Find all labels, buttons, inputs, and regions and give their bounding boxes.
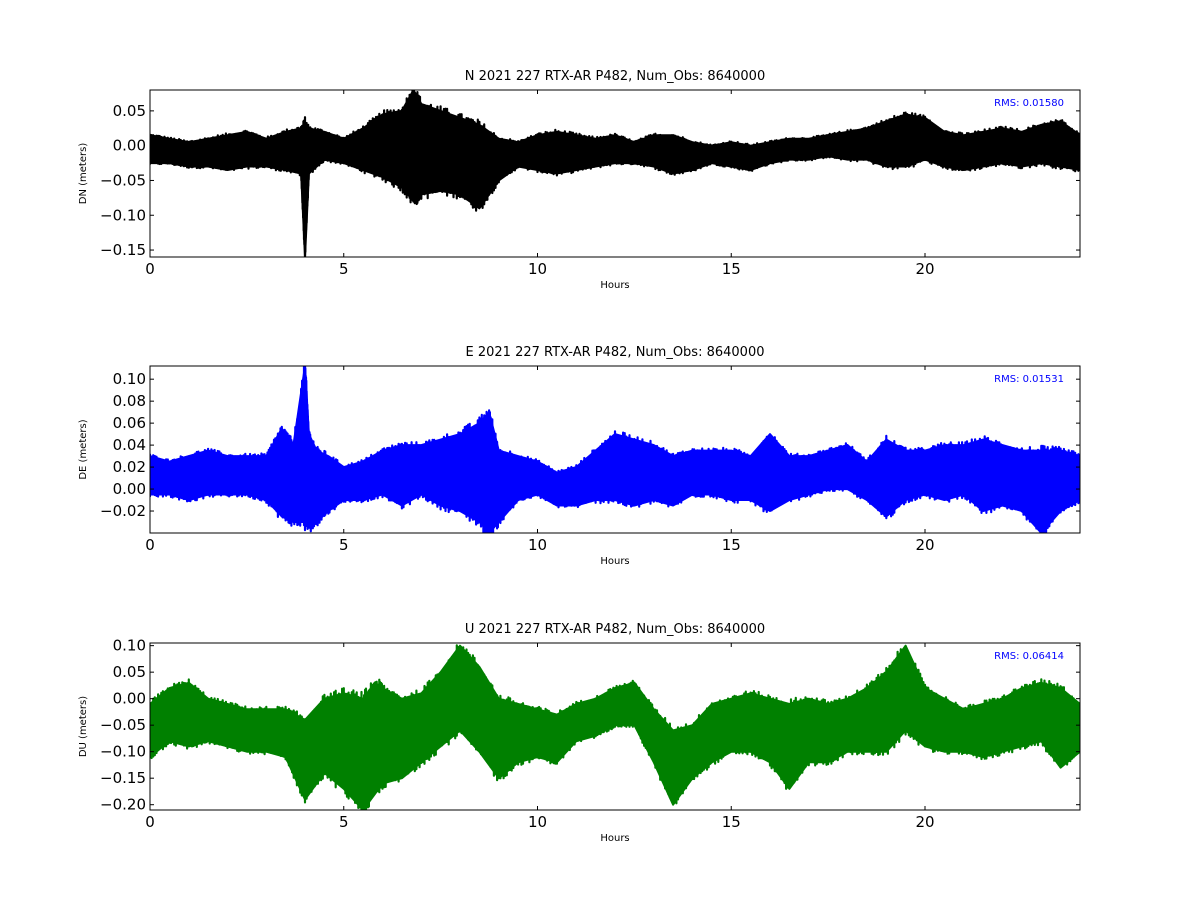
xtick-label-up: 5 [339, 813, 349, 831]
series-noise-east [150, 366, 1080, 533]
ytick-label-east: 0.04 [113, 436, 146, 454]
ytick-label-east: −0.02 [100, 502, 146, 520]
series-group-north [150, 90, 1080, 257]
xtick-label-east: 15 [722, 536, 741, 554]
ytick-label-up: −0.05 [100, 716, 146, 734]
xtick-label-north: 10 [528, 260, 547, 278]
xtick-label-east: 5 [339, 536, 349, 554]
axes-frame-up [149, 642, 1081, 811]
series-noise-north [150, 90, 1080, 257]
xtick-label-up: 10 [528, 813, 547, 831]
xtick-label-up: 15 [722, 813, 741, 831]
ytick-label-up: 0.05 [113, 663, 146, 681]
ytick-label-north: 0.05 [113, 102, 146, 120]
rms-annotation-north: RMS: 0.01580 [994, 98, 1064, 109]
xtick-label-up: 20 [915, 813, 934, 831]
xtick-label-east: 10 [528, 536, 547, 554]
panel-up: 0 5 10 15 20 0.10 0.05 0.00 −0.05 −0.10 −0.15 −0.20… [78, 622, 1081, 844]
series-group-up [150, 644, 1080, 810]
rms-annotation-east: RMS: 0.01531 [994, 374, 1064, 385]
chart-title-east: E 2021 227 RTX-AR P482, Num_Obs: 8640000 [466, 345, 765, 360]
ytick-label-up: −0.20 [100, 796, 146, 814]
y-axis-label-east: DE (meters) [78, 419, 89, 479]
chart-title-up: U 2021 227 RTX-AR P482, Num_Obs: 8640000 [465, 622, 765, 637]
ytick-label-up: −0.10 [100, 743, 146, 761]
xtick-label-east: 20 [915, 536, 934, 554]
panel-east: 0 5 10 15 20 0.10 0.08 0.06 0.04 0.02 0.00 −0.02 E 2… [78, 345, 1081, 567]
xtick-label-up: 0 [145, 813, 155, 831]
ytick-label-north: 0.00 [113, 137, 146, 155]
axes-frame-east [149, 365, 1081, 534]
ytick-label-north: −0.15 [100, 241, 146, 259]
ytick-label-north: −0.10 [100, 206, 146, 224]
xtick-label-north: 5 [339, 260, 349, 278]
rms-annotation-up: RMS: 0.06414 [994, 651, 1064, 662]
ytick-label-east: 0.00 [113, 480, 146, 498]
ytick-label-east: 0.02 [113, 458, 146, 476]
ytick-label-east: 0.08 [113, 392, 146, 410]
x-axis-label-north: Hours [600, 280, 629, 291]
ytick-label-east: 0.10 [113, 370, 146, 388]
y-axis-label-north: DN (meters) [78, 143, 89, 205]
chart-title-north: N 2021 227 RTX-AR P482, Num_Obs: 8640000 [465, 69, 765, 84]
x-axis-label-east: Hours [600, 556, 629, 567]
ytick-label-east: 0.06 [113, 414, 146, 432]
series-group-east [150, 366, 1080, 533]
ytick-label-up: −0.15 [100, 769, 146, 787]
ytick-label-north: −0.05 [100, 171, 146, 189]
ytick-label-up: 0.10 [113, 637, 146, 655]
panel-north: 0 5 10 15 20 0.05 0.00 −0.05 −0.10 −0.15 N 2021 22… [78, 69, 1081, 291]
ytick-label-up: 0.00 [113, 690, 146, 708]
xtick-label-north: 15 [722, 260, 741, 278]
x-axis-label-up: Hours [600, 833, 629, 844]
y-axis-label-up: DU (meters) [78, 696, 89, 757]
xtick-label-north: 20 [915, 260, 934, 278]
xtick-label-east: 0 [145, 536, 155, 554]
xtick-label-north: 0 [145, 260, 155, 278]
axes-frame-north [149, 89, 1081, 258]
series-noise-up [150, 644, 1080, 810]
